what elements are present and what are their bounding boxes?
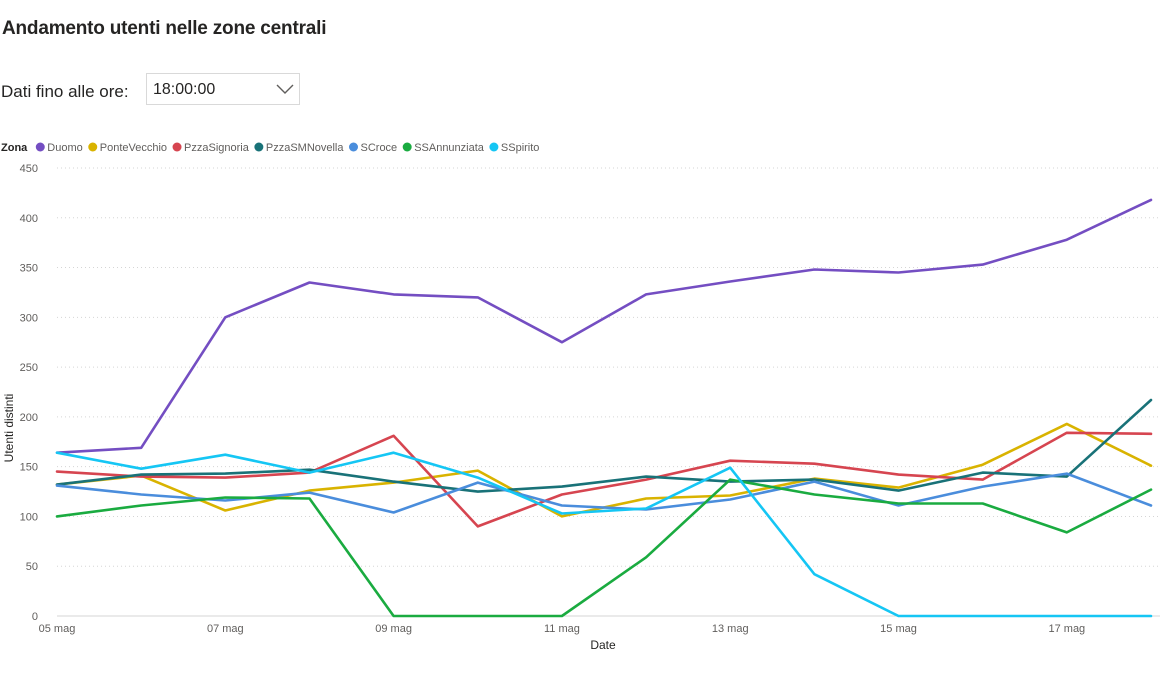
time-filter-dropdown[interactable]: 18:00:00 xyxy=(146,73,300,105)
y-axis-label: Utenti distinti xyxy=(2,394,16,463)
legend-item-pontevecchio[interactable]: PonteVecchio xyxy=(88,142,167,154)
legend-label: SCroce xyxy=(361,142,398,154)
time-filter-value: 18:00:00 xyxy=(153,81,216,98)
x-tick-label: 07 mag xyxy=(207,623,244,635)
legend-label: SSpirito xyxy=(501,142,540,154)
y-tick-label: 100 xyxy=(20,511,38,523)
series-line-pzzasignoria[interactable] xyxy=(55,431,1153,528)
legend-item-scroce[interactable]: SCroce xyxy=(349,142,397,154)
legend-marker xyxy=(402,142,412,152)
chart-series xyxy=(55,198,1153,618)
x-tick-label: 13 mag xyxy=(712,623,749,635)
x-tick-label: 05 mag xyxy=(39,623,76,635)
legend-marker xyxy=(88,142,98,152)
legend-label: PonteVecchio xyxy=(100,142,167,154)
line-chart: Zona Duomo PonteVecchio PzzaSignoria PzzaSMN… xyxy=(1,142,1160,652)
legend-item-pzzasmnovella[interactable]: PzzaSMNovella xyxy=(254,142,344,154)
legend-marker xyxy=(172,142,182,152)
legend-item-duomo[interactable]: Duomo xyxy=(35,142,83,154)
legend-label: Duomo xyxy=(47,142,82,154)
y-tick-label: 350 xyxy=(20,263,38,275)
legend-label: PzzaSMNovella xyxy=(266,142,345,154)
x-tick-label: 15 mag xyxy=(880,623,917,635)
legend-marker xyxy=(35,142,45,152)
chevron-down-icon xyxy=(275,80,295,98)
legend-label: PzzaSignoria xyxy=(184,142,250,154)
y-tick-label: 450 xyxy=(20,163,38,175)
time-filter-label: Dati fino alle ore: xyxy=(1,82,129,101)
series-line-pontevecchio[interactable] xyxy=(55,422,1153,518)
legend-marker xyxy=(349,142,358,152)
legend-item-sspirito[interactable]: SSpirito xyxy=(489,142,539,154)
y-tick-label: 250 xyxy=(20,362,38,374)
series-line-ssannunziata[interactable] xyxy=(55,478,1153,618)
x-tick-label: 11 mag xyxy=(544,623,580,635)
legend-item-pzzasignoria[interactable]: PzzaSignoria xyxy=(172,142,250,154)
chart-gridlines xyxy=(57,167,1160,617)
page-title: Andamento utenti nelle zone centrali xyxy=(2,18,327,39)
x-tick-label: 09 mag xyxy=(375,623,412,635)
legend-title: Zona xyxy=(1,142,28,154)
y-tick-label: 400 xyxy=(20,213,38,225)
series-line-duomo[interactable] xyxy=(55,198,1153,455)
y-tick-label: 50 xyxy=(26,561,38,573)
y-tick-label: 150 xyxy=(20,462,38,474)
series-line-sspirito[interactable] xyxy=(55,451,1153,618)
y-tick-label: 300 xyxy=(20,312,38,324)
x-tick-label: 17 mag xyxy=(1048,623,1085,635)
legend-item-ssannunziata[interactable]: SSAnnunziata xyxy=(402,142,485,154)
legend-marker xyxy=(254,142,264,152)
y-tick-label: 0 xyxy=(32,611,38,623)
series-line-pzzasmnovella[interactable] xyxy=(55,398,1153,493)
y-axis: 0 50 100 150 200 250 300 350 400 450 xyxy=(20,163,38,623)
chart-legend: Zona Duomo PonteVecchio PzzaSignoria PzzaSMN… xyxy=(1,142,539,154)
series-line-scroce[interactable] xyxy=(55,472,1153,514)
x-axis: 05 mag 07 mag 09 mag 11 mag 13 mag 15 mag 17 m… xyxy=(39,623,1086,635)
legend-label: SSAnnunziata xyxy=(414,142,485,154)
legend-marker xyxy=(489,142,499,152)
x-axis-label: Date xyxy=(590,638,616,652)
y-tick-label: 200 xyxy=(20,412,38,424)
